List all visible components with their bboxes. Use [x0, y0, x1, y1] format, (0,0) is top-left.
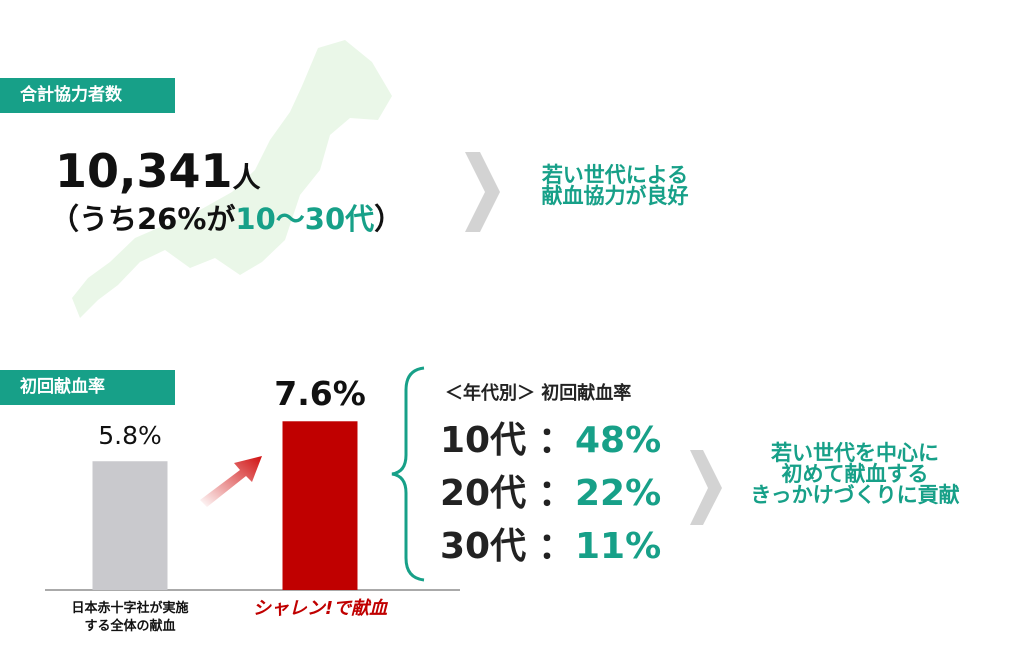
breakdown-text: （うち26%が	[50, 202, 236, 236]
age: 20代	[440, 473, 527, 514]
section-label: 初回献血率	[0, 370, 175, 405]
separator: ：	[538, 526, 575, 567]
note-line: きっかけづくりに貢献	[750, 483, 960, 507]
chevron	[465, 152, 500, 232]
note-line: 若い世代による	[541, 163, 689, 187]
rate: 22%	[575, 473, 662, 514]
breakdown: （うち26%が10～30代）	[50, 205, 403, 234]
total: 10,341人	[55, 148, 261, 194]
value-label: 7.6%	[274, 374, 366, 414]
category-logo: シャレン!で献血	[252, 598, 388, 619]
total-unit: 人	[232, 161, 261, 194]
bar	[282, 421, 358, 590]
chevron	[690, 450, 722, 525]
bar	[92, 461, 168, 590]
note-line: 献血協力が良好	[541, 184, 689, 208]
trend-arrow	[200, 456, 262, 507]
category-label: 日本赤十字社が実施 する全体の献血	[71, 601, 189, 635]
separator: ：	[538, 420, 575, 461]
japan-map	[72, 40, 392, 318]
rate: 48%	[575, 420, 662, 461]
age: 10代	[440, 420, 527, 461]
age: 30代	[440, 526, 527, 567]
breakdown-highlight: 10～30代	[235, 202, 375, 236]
rate: 11%	[575, 526, 662, 567]
value-label: 5.8%	[98, 421, 162, 451]
total-number: 10,341	[55, 144, 233, 198]
note: 若い世代を中心に 初めて献血する きっかけづくりに貢献	[735, 443, 975, 506]
note-line: 初めて献血する	[781, 462, 929, 486]
breakdown-text: ）	[374, 202, 404, 236]
brace	[391, 366, 425, 582]
age-heading: ＜年代別＞ 初回献血率	[445, 383, 632, 404]
note: 若い世代による 献血協力が良好	[515, 165, 715, 207]
note-line: 若い世代を中心に	[771, 441, 939, 465]
separator: ：	[538, 473, 575, 514]
section-label: 合計協力者数	[0, 78, 175, 113]
